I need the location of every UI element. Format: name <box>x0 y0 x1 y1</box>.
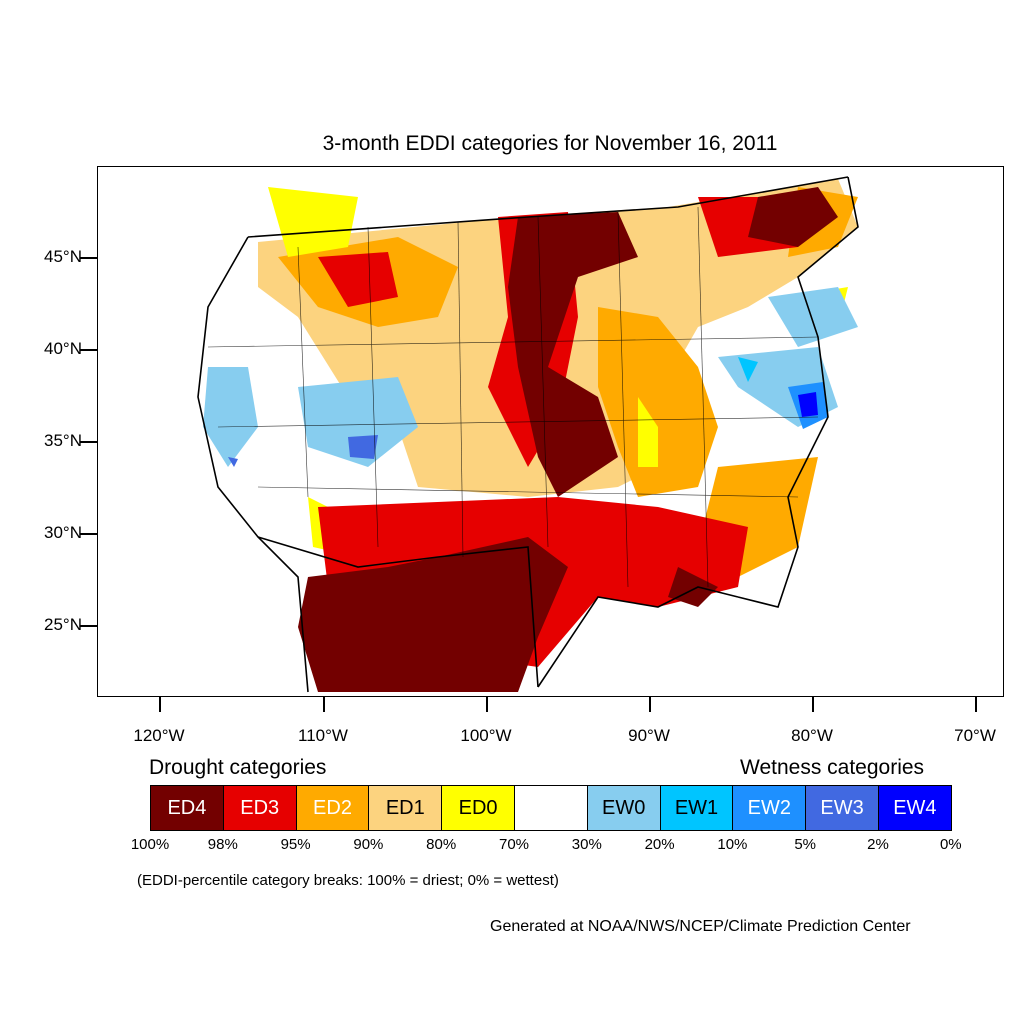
lat-tick-40 <box>80 349 97 351</box>
legend-break-label: 80% <box>426 836 457 853</box>
wetness-heading: Wetness categories <box>740 756 925 779</box>
lon-tick-100 <box>486 697 488 712</box>
ed4-field <box>298 187 838 692</box>
legend-box-ed1: ED1 <box>368 785 443 831</box>
lon-label-110: 110°W <box>298 726 348 745</box>
lat-tick-30 <box>80 533 97 535</box>
legend-box-neutral <box>514 785 588 831</box>
legend-break-label: 100% <box>130 836 170 853</box>
legend-box-ed3: ED3 <box>222 785 297 831</box>
legend-break-label: 95% <box>280 836 311 853</box>
lon-tick-70 <box>975 697 977 712</box>
legend-box-ew1: EW1 <box>659 785 734 831</box>
lat-label-45: 45°N <box>44 247 82 266</box>
lon-tick-90 <box>649 697 651 712</box>
lon-label-80: 80°W <box>791 726 833 745</box>
map-title: 3-month EDDI categories for November 16,… <box>322 132 778 155</box>
legend-break-label: 30% <box>571 836 602 853</box>
lon-tick-80 <box>812 697 814 712</box>
eddi-map <box>197 176 859 693</box>
lon-tick-110 <box>323 697 325 712</box>
legend-box-ew4: EW4 <box>878 785 952 831</box>
legend-break-label: 5% <box>794 836 817 853</box>
mexico-border <box>257 536 539 688</box>
coastline-east <box>737 176 859 608</box>
drought-heading: Drought categories <box>149 756 327 779</box>
lon-label-90: 90°W <box>628 726 670 745</box>
lat-label-30: 30°N <box>44 523 82 542</box>
lon-tick-120 <box>159 697 161 712</box>
legend-box-ed0: ED0 <box>441 785 515 831</box>
lat-tick-35 <box>80 441 97 443</box>
legend-break-label: 90% <box>353 836 384 853</box>
coastline-west <box>197 236 309 693</box>
ed2-field <box>278 187 858 577</box>
legend-box-ed4: ED4 <box>150 785 224 831</box>
legend-break-label: 70% <box>498 836 530 853</box>
lat-label-25: 25°N <box>44 615 82 634</box>
lat-label-35: 35°N <box>44 431 82 450</box>
ed3-field <box>318 197 818 667</box>
legend-break-label: 10% <box>717 836 748 853</box>
gulf-coast <box>537 586 739 688</box>
legend-box-ew0: EW0 <box>586 785 661 831</box>
credit-line: Generated at NOAA/NWS/NCEP/Climate Predi… <box>490 918 911 935</box>
ew4-field <box>798 392 818 417</box>
ew3-field <box>228 435 378 467</box>
ew1-field <box>738 357 758 382</box>
lat-label-40: 40°N <box>44 339 82 358</box>
legend-break-label: 20% <box>644 836 675 853</box>
canada-border <box>247 176 849 238</box>
lon-label-120: 120°W <box>133 726 185 745</box>
legend-break-label: 98% <box>207 836 238 853</box>
legend-box-ew3: EW3 <box>805 785 879 831</box>
category-fields <box>198 177 858 692</box>
lat-tick-45 <box>80 257 97 259</box>
lon-label-100: 100°W <box>460 726 512 745</box>
lat-tick-25 <box>80 625 97 627</box>
map-frame <box>97 166 1004 697</box>
breaks-note: (EDDI-percentile category breaks: 100% =… <box>137 872 559 889</box>
boundaries <box>197 176 859 693</box>
legend-box-ew2: EW2 <box>732 785 807 831</box>
legend-box-ed2: ED2 <box>295 785 370 831</box>
ew0-field <box>203 287 858 467</box>
lon-label-70: 70°W <box>954 726 996 745</box>
legend-break-label: 0% <box>939 836 962 853</box>
state-lines <box>207 206 819 588</box>
legend-break-label: 2% <box>867 836 889 853</box>
